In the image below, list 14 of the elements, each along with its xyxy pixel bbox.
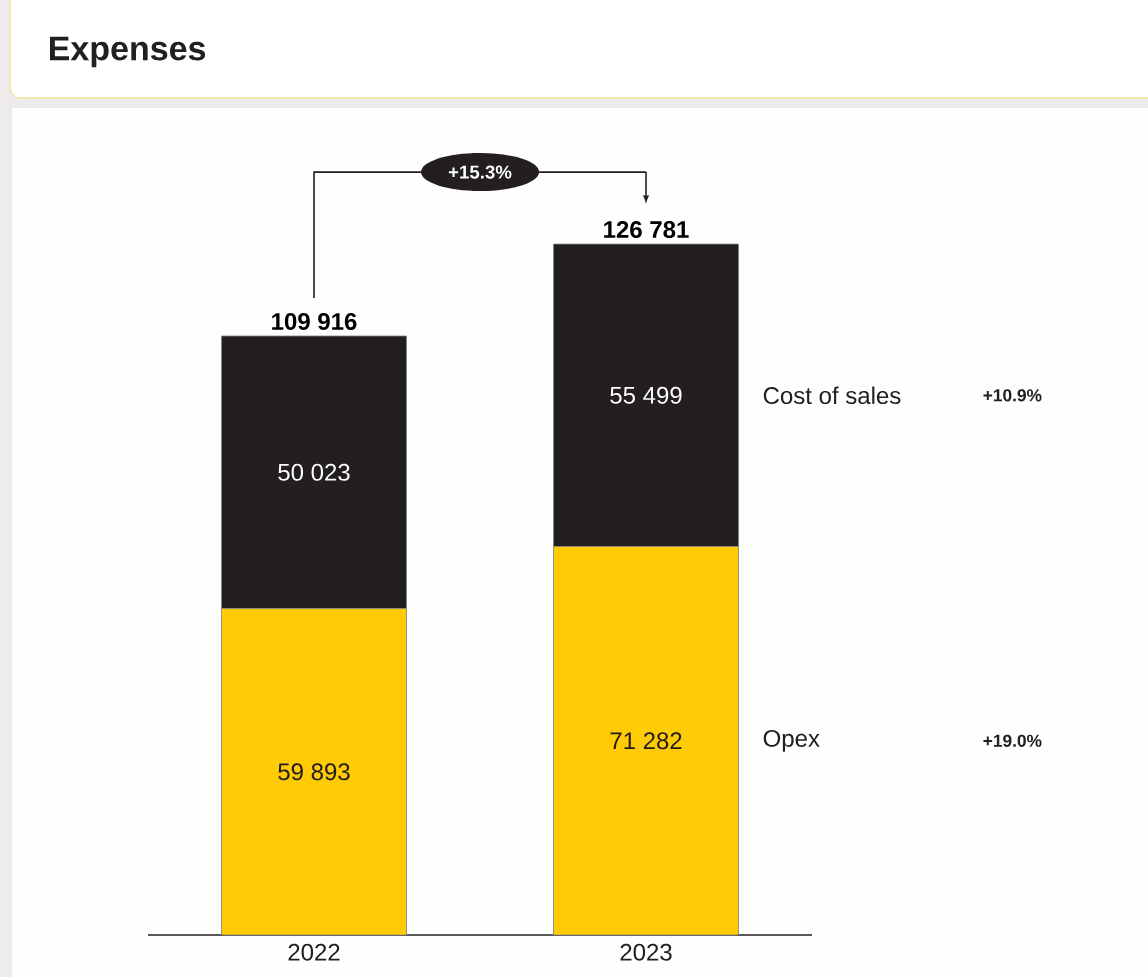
x-tick-label: 2022 <box>288 943 340 961</box>
data-label: 59 893 <box>278 763 350 781</box>
text: +10.9% <box>983 389 1042 402</box>
data-label: 55 499 <box>610 386 682 404</box>
text: +19.0% <box>983 734 1042 747</box>
data-label: 50 023 <box>278 463 350 481</box>
series-label: Opex <box>763 729 820 752</box>
text: +15.3% <box>448 165 512 179</box>
chart-title: Expenses <box>49 36 206 68</box>
total-label: 126 781 <box>604 221 689 239</box>
data-label: 71 282 <box>610 732 682 750</box>
total-label: 109 916 <box>272 312 357 330</box>
series-label: Cost of sales <box>763 386 901 405</box>
x-tick-label: 2023 <box>620 943 672 961</box>
